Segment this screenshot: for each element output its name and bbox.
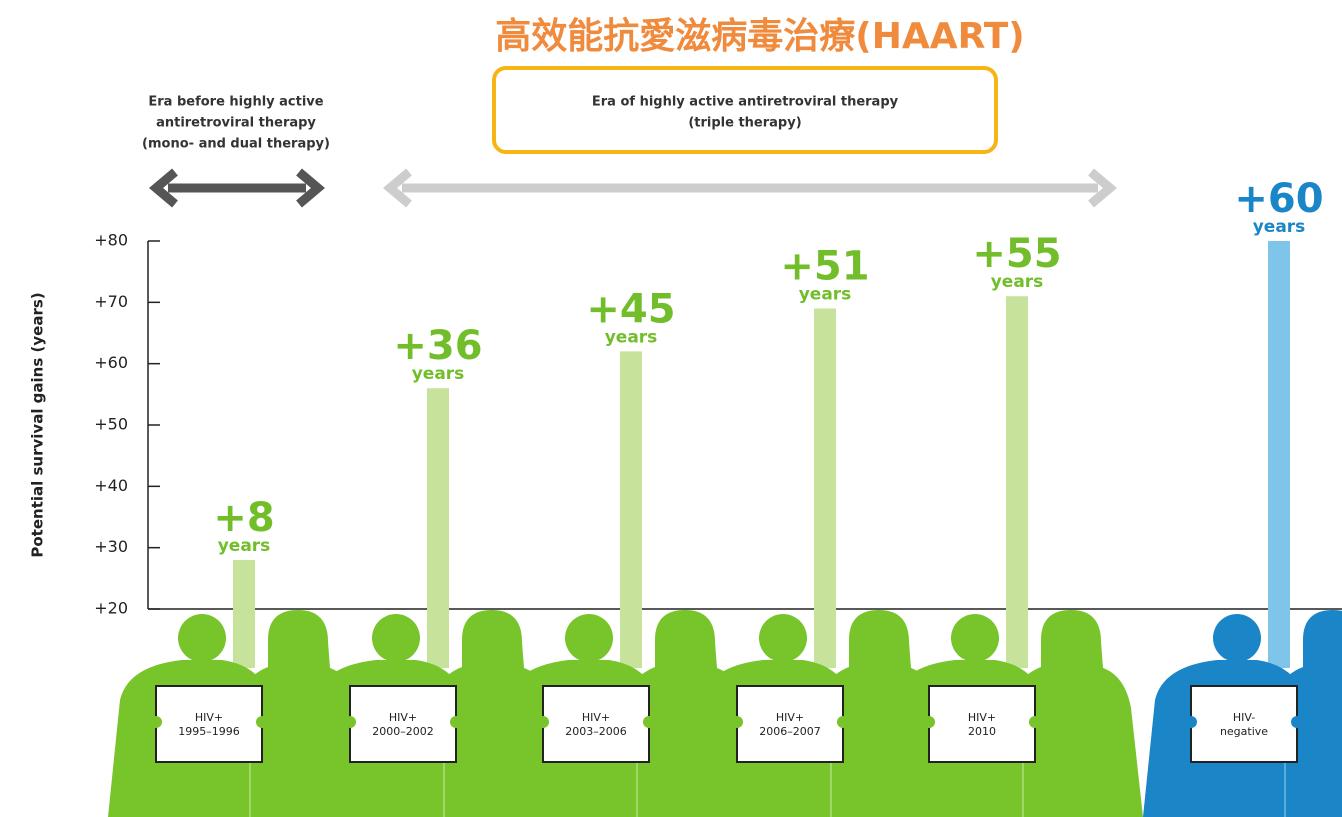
bar — [814, 308, 836, 668]
category-label: negative — [1220, 725, 1268, 738]
era-labels: Era before highly active antiretroviral … — [142, 95, 899, 152]
arrow-head — [383, 168, 412, 208]
sign — [349, 685, 457, 763]
y-tick-label: +50 — [94, 415, 128, 434]
y-axis-label: Potential survival gains (years) — [29, 292, 47, 557]
hand — [537, 716, 549, 728]
gain-label: +8 — [213, 495, 274, 541]
category-label: 2003–2006 — [565, 725, 627, 738]
era-before: antiretroviral therapy — [156, 116, 316, 131]
era-haart: Era of highly active antiretroviral ther… — [592, 95, 899, 110]
y-tick-label: +60 — [94, 353, 128, 372]
sign — [155, 685, 263, 763]
category-label: HIV+ — [582, 711, 610, 724]
category-label: 2010 — [968, 725, 996, 738]
category-label: 1995–1996 — [178, 725, 240, 738]
category-label: HIV+ — [195, 711, 223, 724]
gain-label: +60 — [1234, 176, 1323, 222]
bar — [1268, 241, 1290, 668]
gain-unit: years — [218, 536, 271, 556]
y-tick-label: +70 — [94, 292, 128, 311]
era-before: Era before highly active — [148, 95, 323, 110]
category-label: HIV+ — [968, 711, 996, 724]
man-head — [178, 614, 226, 662]
sign — [736, 685, 844, 763]
hand — [731, 716, 743, 728]
hand — [1185, 716, 1197, 728]
category-label: HIV+ — [389, 711, 417, 724]
arrow-head — [1088, 168, 1117, 208]
sign — [542, 685, 650, 763]
arrow-head — [149, 168, 178, 208]
gain-unit: years — [799, 284, 852, 304]
gain-label: +45 — [586, 286, 675, 332]
gain-label: +36 — [393, 323, 482, 369]
gain-unit: years — [605, 327, 658, 347]
hand — [150, 716, 162, 728]
man-head — [759, 614, 807, 662]
category-label: 2006–2007 — [759, 725, 821, 738]
hand — [1291, 716, 1303, 728]
y-tick-label: +20 — [94, 599, 128, 618]
sign — [1190, 685, 1298, 763]
chart-title: 高效能抗愛滋病毒治療(HAART) — [495, 15, 1024, 57]
gain-unit: years — [412, 364, 465, 384]
man-head — [372, 614, 420, 662]
y-tick-label: +80 — [94, 231, 128, 250]
highlight-box — [492, 66, 998, 154]
hand — [923, 716, 935, 728]
hand — [1029, 716, 1041, 728]
gain-unit: years — [991, 272, 1044, 292]
category-label: HIV+ — [776, 711, 804, 724]
hand — [256, 716, 268, 728]
gain-label: +55 — [972, 231, 1061, 277]
gain-unit: years — [1253, 217, 1306, 237]
man-head — [565, 614, 613, 662]
bar — [620, 351, 642, 668]
hand — [837, 716, 849, 728]
sign — [928, 685, 1036, 763]
era-arrows — [149, 168, 1117, 208]
man-head — [1213, 614, 1261, 662]
y-tick-label: +30 — [94, 537, 128, 556]
bar — [233, 559, 255, 668]
man-head — [951, 614, 999, 662]
hand — [450, 716, 462, 728]
bar — [1006, 296, 1028, 668]
gain-label: +51 — [780, 243, 869, 289]
hand — [344, 716, 356, 728]
category-label: HIV- — [1233, 711, 1255, 724]
bar — [427, 388, 449, 668]
era-haart: (triple therapy) — [688, 116, 801, 131]
hand — [643, 716, 655, 728]
category-label: 2000–2002 — [372, 725, 434, 738]
era-before: (mono- and dual therapy) — [142, 137, 330, 152]
arrow-head — [296, 168, 325, 208]
y-tick-label: +40 — [94, 476, 128, 495]
